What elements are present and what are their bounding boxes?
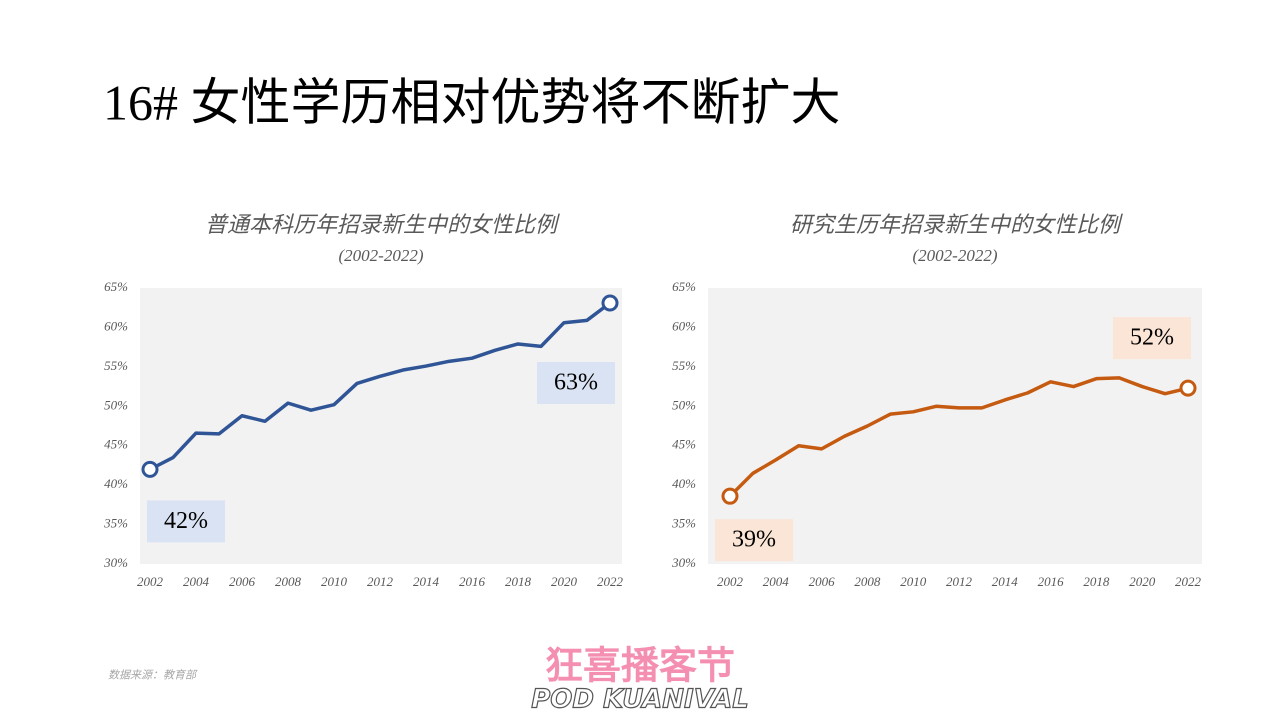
x-tick-label: 2006 [229, 574, 256, 589]
x-tick-label: 2010 [900, 574, 927, 589]
y-tick-label: 55% [104, 358, 128, 373]
x-tick-label: 2004 [763, 574, 790, 589]
end-marker [601, 294, 619, 312]
x-tick-label: 2008 [275, 574, 302, 589]
logo-tagline: POD KUANIVAL [531, 685, 749, 715]
x-tick-label: 2018 [505, 574, 532, 589]
x-tick-label: 2002 [137, 574, 164, 589]
x-tick-label: 2020 [551, 574, 578, 589]
y-tick-label: 60% [672, 318, 696, 333]
y-tick-label: 65% [672, 279, 696, 294]
x-tick-label: 2002 [717, 574, 744, 589]
y-tick-label: 45% [672, 437, 696, 452]
y-tick-label: 40% [104, 476, 128, 491]
x-tick-label: 2004 [183, 574, 210, 589]
value-label: 63% [554, 369, 598, 395]
x-tick-label: 2006 [809, 574, 836, 589]
end-marker [1179, 379, 1197, 397]
x-tick-label: 2012 [367, 574, 394, 589]
slide-title: 16# 女性学历相对优势将不断扩大 [103, 74, 841, 130]
y-tick-label: 55% [672, 358, 696, 373]
x-tick-label: 2014 [992, 574, 1019, 589]
value-label-box [147, 500, 225, 543]
x-tick-label: 2012 [946, 574, 973, 589]
y-tick-label: 30% [671, 555, 696, 570]
data-line [728, 376, 1189, 498]
x-tick-label: 2014 [413, 574, 440, 589]
chart-subtitle: (2002-2022) [913, 246, 998, 265]
x-tick-label: 2022 [1175, 574, 1202, 589]
value-label: 42% [164, 508, 208, 534]
value-label: 39% [732, 527, 776, 553]
chart-title: 研究生历年招录新生中的女性比例 [790, 212, 1123, 237]
value-label-box [537, 361, 615, 404]
x-tick-label: 2018 [1083, 574, 1110, 589]
x-tick-label: 2010 [321, 574, 348, 589]
y-tick-label: 40% [672, 476, 696, 491]
y-tick-label: 45% [104, 437, 128, 452]
x-tick-label: 2020 [1129, 574, 1156, 589]
y-tick-label: 50% [104, 397, 128, 412]
x-tick-label: 2022 [597, 574, 624, 589]
end-marker [721, 487, 739, 505]
chart-subtitle: (2002-2022) [339, 246, 424, 265]
value-label-box [715, 519, 793, 562]
end-marker [141, 460, 159, 478]
y-tick-label: 50% [672, 397, 696, 412]
chart-title: 普通本科历年招录新生中的女性比例 [205, 212, 560, 237]
x-tick-label: 2016 [1038, 574, 1065, 589]
source: 数据来源：教育部 [108, 669, 198, 682]
y-tick-label: 35% [671, 516, 696, 531]
value-label-box [1113, 317, 1191, 360]
value-label: 52% [1130, 325, 1174, 351]
y-tick-label: 35% [103, 516, 128, 531]
x-tick-label: 2008 [854, 574, 881, 589]
y-tick-label: 60% [104, 318, 128, 333]
y-tick-label: 30% [103, 555, 128, 570]
logo-name: 狂喜播客节 [545, 644, 735, 688]
x-tick-label: 2016 [459, 574, 486, 589]
y-tick-label: 65% [104, 279, 128, 294]
data-line [149, 301, 612, 471]
